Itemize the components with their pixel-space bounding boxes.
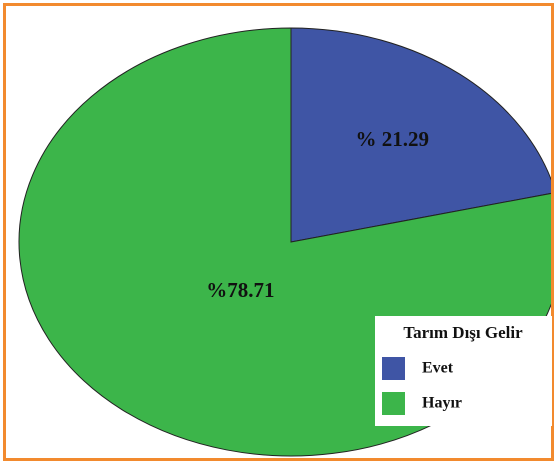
frame [3, 3, 554, 461]
legend-label: Evet [422, 360, 454, 377]
legend-title: Tarım Dışı Gelir [403, 323, 523, 342]
legend-label: Hayır [422, 395, 462, 412]
pie-slice [290, 27, 551, 243]
legend-swatch [382, 357, 405, 380]
slice-label: % 21.29 [355, 127, 429, 151]
legend-swatch [382, 392, 405, 415]
slice-label: %78.71 [206, 278, 274, 302]
